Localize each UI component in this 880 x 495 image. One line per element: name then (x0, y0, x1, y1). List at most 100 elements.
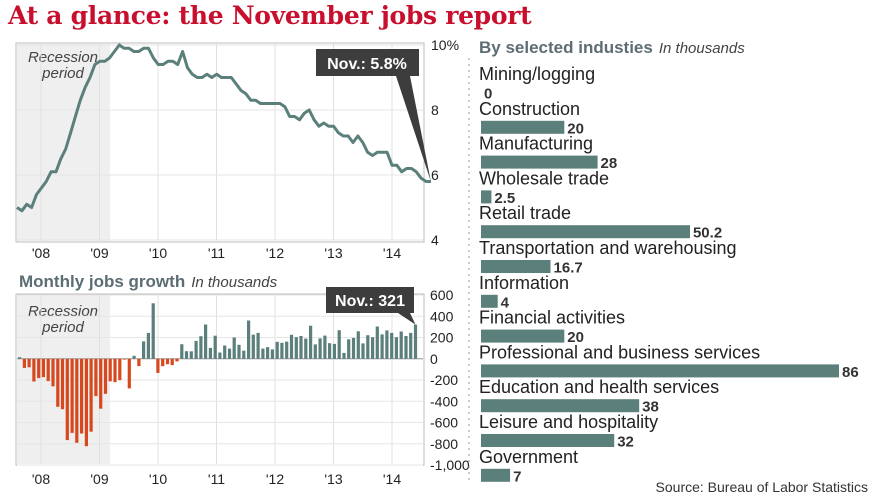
jobs-growth-bar (337, 330, 341, 359)
industry-bar (481, 294, 498, 308)
jobs-growth-bar (41, 358, 45, 378)
industry-label: Transportation and warehousing (479, 238, 737, 258)
jobs-growth-bar (275, 341, 279, 359)
jobs-growth-bar (108, 358, 112, 382)
jobs-growth-bar (232, 337, 236, 359)
jobs-growth-bar (156, 358, 160, 373)
industry-row: Mining/logging 0 (479, 64, 595, 103)
jobs-growth-x-tick-label: '09 (90, 471, 108, 487)
jobs-growth-bar (366, 335, 370, 359)
industry-label: Retail trade (479, 203, 571, 223)
jobs-growth-x-tick-label: '14 (383, 471, 401, 487)
jobs-growth-callout-box (326, 287, 414, 313)
jobs-growth-y-tick-label: -1,000 (430, 457, 470, 473)
jobs-growth-bar (294, 337, 298, 359)
jobs-growth-callout-text: Nov.: 321 (335, 293, 405, 310)
jobs-growth-bar (223, 345, 227, 359)
jobs-growth-y-tick-label: 0 (430, 351, 438, 367)
jobs-growth-bar (146, 332, 150, 359)
jobs-growth-bar (89, 358, 93, 432)
industry-bar (481, 468, 511, 482)
jobs-growth-bar (27, 358, 31, 368)
unemployment-callout-text: Nov.: 5.8% (327, 56, 407, 73)
jobs-growth-x-tick-label: '11 (208, 471, 225, 487)
jobs-growth-bar (51, 358, 55, 387)
jobs-growth-bar (127, 358, 131, 389)
jobs-growth-bar (356, 331, 360, 359)
jobs-growth-bar (161, 358, 165, 367)
unemployment-y-tick-label: 6 (431, 167, 439, 183)
jobs-growth-bar (251, 334, 255, 359)
industry-row: Leisure and hospitality 32 (479, 412, 658, 451)
jobs-growth-bar (165, 358, 170, 365)
jobs-growth-x-tick-label: '10 (149, 471, 167, 487)
industry-bar (481, 364, 839, 378)
jobs-growth-bar (380, 334, 384, 359)
jobs-growth-bar (184, 351, 189, 359)
jobs-growth-bar (113, 358, 117, 383)
jobs-growth-bar (118, 358, 122, 381)
jobs-growth-bar (394, 337, 398, 359)
unemployment-y-ticks: 10% 8 6 4 (431, 37, 459, 248)
jobs-growth-bar (32, 358, 36, 382)
industry-row: Retail trade 50.2 (479, 203, 722, 242)
industries-chart: By selected industies In thousands Mining… (479, 38, 859, 485)
unemployment-series-line (16, 43, 431, 213)
jobs-growth-bar (285, 341, 289, 359)
jobs-growth-callout-pointer (398, 313, 416, 325)
industry-label: Financial activities (479, 308, 625, 328)
jobs-growth-bar (199, 336, 203, 359)
jobs-growth-bar (94, 358, 98, 397)
jobs-growth-bar (309, 325, 313, 359)
jobs-growth-bar (328, 343, 332, 359)
industry-value-label: 20 (567, 329, 584, 346)
industry-value-label: 2.5 (494, 190, 515, 207)
unemployment-x-tick-label: '14 (383, 245, 401, 261)
industry-value-label: 32 (617, 434, 634, 451)
jobs-growth-recession-label: Recession (28, 303, 98, 320)
unemployment-y-tick-label: 4 (431, 232, 439, 248)
unemployment-frame (15, 42, 425, 243)
unemployment-recession-label: Recession (28, 49, 98, 66)
industry-bar (481, 120, 565, 134)
industry-bar (481, 434, 615, 447)
jobs-growth-bar (99, 358, 103, 409)
jobs-growth-bar (137, 358, 141, 367)
unemployment-x-ticks: '08 '09 '10 '11 '12 '13 '14 (32, 245, 401, 261)
industry-label: Government (479, 447, 578, 467)
unemployment-y-tick-label: 8 (431, 102, 439, 118)
unemployment-y-tick-label: 10% (431, 37, 459, 53)
jobs-growth-bar (375, 326, 379, 359)
industry-bar (481, 399, 640, 413)
jobs-growth-bar (142, 341, 146, 359)
jobs-growth-bar (371, 337, 375, 359)
unemployment-x-tick-label: '08 (32, 245, 50, 261)
jobs-growth-bar (323, 335, 327, 359)
jobs-growth-bar (413, 324, 418, 359)
jobs-growth-bar (227, 348, 232, 359)
jobs-growth-chart: Monthly jobs growth In thousands Recessio… (15, 272, 470, 487)
jobs-growth-bar (299, 336, 303, 359)
jobs-growth-bar (213, 335, 217, 359)
industry-row: Manufacturing 28 (479, 134, 617, 173)
jobs-growth-y-tick-label: -600 (430, 415, 458, 431)
unemployment-x-tick-label: '13 (324, 245, 342, 261)
industry-value-label: 38 (642, 399, 659, 416)
industry-label: Construction (479, 99, 580, 119)
jobs-growth-y-tick-label: 600 (430, 287, 454, 303)
jobs-growth-y-tick-label: 400 (430, 308, 454, 324)
jobs-growth-bar (46, 358, 50, 382)
unemployment-x-tick-label: '12 (266, 245, 284, 261)
jobs-growth-y-tick-label: 200 (430, 330, 454, 346)
jobs-growth-bar (37, 358, 41, 379)
industry-label: Wholesale trade (479, 168, 609, 188)
industry-bar (481, 190, 492, 204)
industry-bar (481, 329, 565, 343)
jobs-growth-bar (60, 358, 65, 410)
jobs-growth-bar (22, 358, 26, 368)
jobs-growth-bar (242, 350, 246, 359)
jobs-growth-bar (84, 358, 88, 447)
jobs-growth-bar (361, 343, 365, 359)
